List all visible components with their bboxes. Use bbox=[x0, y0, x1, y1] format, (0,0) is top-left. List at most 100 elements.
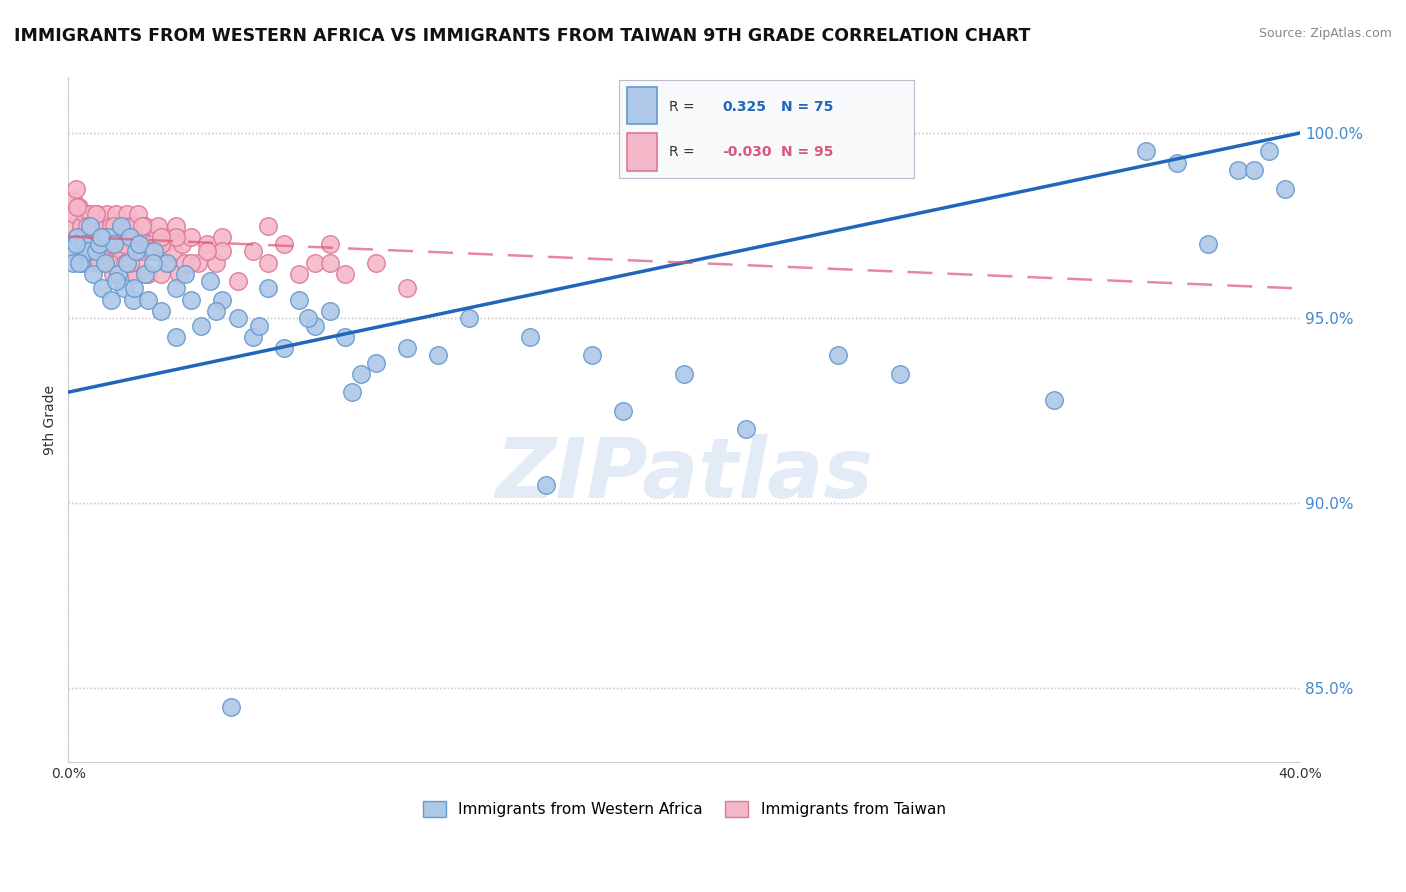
Point bbox=[136, 267, 159, 281]
Point bbox=[242, 244, 264, 259]
Point bbox=[257, 219, 280, 233]
Point bbox=[174, 255, 197, 269]
Point bbox=[131, 219, 153, 233]
Text: Source: ZipAtlas.com: Source: ZipAtlas.com bbox=[1258, 27, 1392, 40]
Point bbox=[84, 244, 107, 259]
Point bbox=[335, 329, 357, 343]
Point bbox=[100, 293, 122, 307]
Point bbox=[117, 267, 139, 281]
Point bbox=[72, 229, 94, 244]
Point bbox=[149, 303, 172, 318]
Point bbox=[94, 229, 117, 244]
Point bbox=[395, 281, 418, 295]
Point bbox=[1042, 392, 1064, 407]
Point bbox=[149, 237, 172, 252]
Point bbox=[519, 329, 541, 343]
Point bbox=[122, 293, 145, 307]
Text: N = 95: N = 95 bbox=[782, 145, 834, 159]
Point bbox=[273, 341, 295, 355]
Point bbox=[143, 244, 166, 259]
Point bbox=[104, 274, 127, 288]
Point bbox=[69, 255, 91, 269]
Point bbox=[94, 255, 117, 269]
Point bbox=[67, 200, 90, 214]
Point bbox=[96, 207, 118, 221]
Point bbox=[82, 267, 104, 281]
Point bbox=[198, 274, 221, 288]
Point bbox=[165, 219, 187, 233]
Point bbox=[319, 303, 342, 318]
Point bbox=[534, 477, 557, 491]
Point bbox=[118, 219, 141, 233]
Point bbox=[84, 207, 107, 221]
Point bbox=[110, 219, 132, 233]
Point bbox=[66, 229, 89, 244]
Point bbox=[319, 237, 342, 252]
Point bbox=[180, 293, 202, 307]
FancyBboxPatch shape bbox=[627, 87, 657, 124]
Point bbox=[91, 281, 114, 295]
Point bbox=[107, 255, 129, 269]
Point bbox=[366, 355, 388, 369]
Text: R =: R = bbox=[669, 145, 699, 159]
Point bbox=[1135, 145, 1157, 159]
Point bbox=[827, 348, 849, 362]
Point bbox=[180, 229, 202, 244]
Point bbox=[114, 255, 136, 269]
Point bbox=[112, 281, 135, 295]
Point bbox=[187, 255, 209, 269]
Point bbox=[90, 229, 112, 244]
Point bbox=[426, 348, 449, 362]
Point bbox=[79, 219, 101, 233]
Point bbox=[69, 219, 91, 233]
Point bbox=[103, 219, 125, 233]
Point bbox=[63, 207, 86, 221]
Point bbox=[221, 699, 243, 714]
Point bbox=[211, 293, 233, 307]
Point bbox=[118, 255, 141, 269]
Point bbox=[70, 244, 93, 259]
Point bbox=[62, 255, 84, 269]
Point bbox=[142, 255, 165, 269]
Point bbox=[128, 237, 150, 252]
Point bbox=[110, 219, 132, 233]
Point bbox=[65, 237, 87, 252]
Point bbox=[125, 244, 148, 259]
Text: ZIPatlas: ZIPatlas bbox=[495, 434, 873, 516]
Point bbox=[115, 207, 138, 221]
Point bbox=[118, 229, 141, 244]
Point bbox=[115, 255, 138, 269]
Point bbox=[122, 229, 145, 244]
Point bbox=[149, 267, 172, 281]
Point bbox=[273, 237, 295, 252]
Point bbox=[167, 267, 190, 281]
Point bbox=[1227, 163, 1250, 178]
Point bbox=[134, 267, 156, 281]
Text: -0.030: -0.030 bbox=[723, 145, 772, 159]
Point bbox=[129, 229, 152, 244]
Point bbox=[83, 219, 105, 233]
Point bbox=[127, 207, 149, 221]
Point bbox=[84, 237, 107, 252]
Point bbox=[104, 207, 127, 221]
Point bbox=[87, 237, 110, 252]
Point bbox=[257, 255, 280, 269]
Point bbox=[72, 237, 94, 252]
Point bbox=[136, 293, 159, 307]
FancyBboxPatch shape bbox=[627, 133, 657, 170]
Point bbox=[247, 318, 270, 333]
Point bbox=[82, 244, 104, 259]
Point bbox=[165, 229, 187, 244]
Point bbox=[156, 255, 179, 269]
Point bbox=[103, 229, 125, 244]
Y-axis label: 9th Grade: 9th Grade bbox=[44, 385, 58, 455]
Point bbox=[174, 267, 197, 281]
Point bbox=[162, 244, 184, 259]
Point bbox=[226, 274, 249, 288]
Point bbox=[76, 255, 98, 269]
Point bbox=[108, 237, 131, 252]
Point bbox=[112, 229, 135, 244]
Point bbox=[395, 341, 418, 355]
Point bbox=[1274, 181, 1296, 195]
Text: 0.325: 0.325 bbox=[723, 100, 766, 114]
